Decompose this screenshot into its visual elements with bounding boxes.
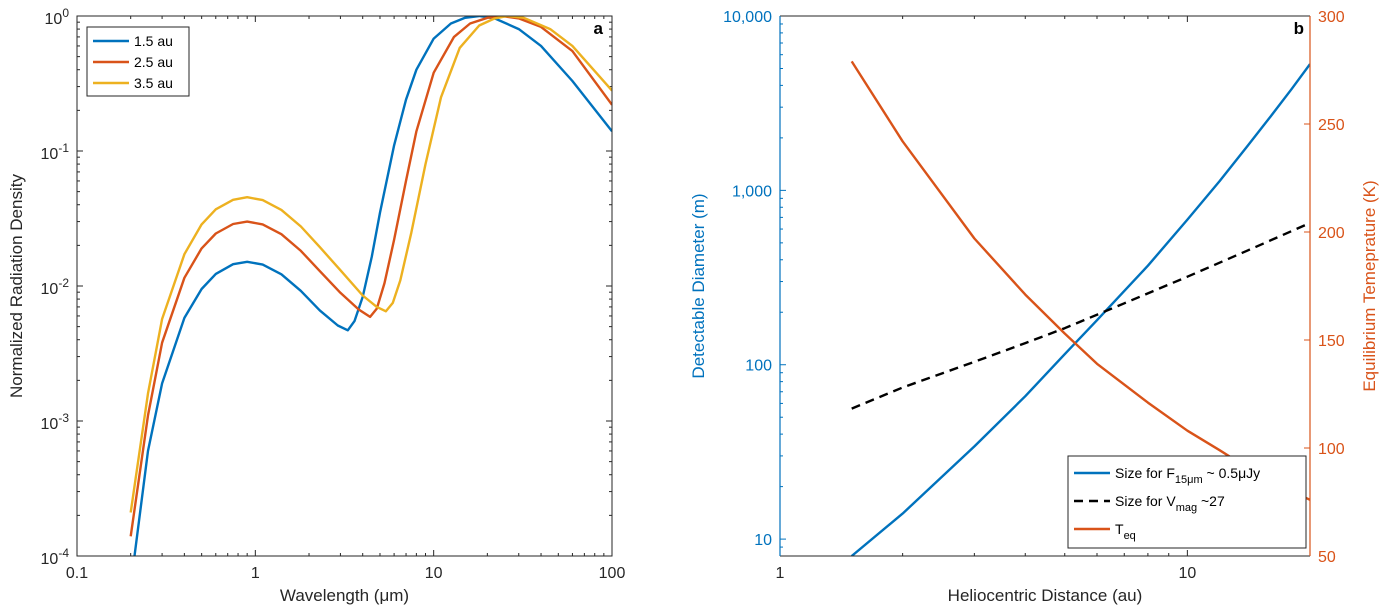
- panel-label: b: [1294, 19, 1304, 38]
- y-tick-label: 10-4: [41, 546, 70, 568]
- x-axis-title: Heliocentric Distance (au): [948, 586, 1143, 605]
- panel-a-plot-area: [77, 16, 612, 556]
- legend-label: 2.5 au: [134, 54, 173, 70]
- y2-tick-label: 250: [1318, 117, 1345, 134]
- y-axis-title: Detectable Diameter (m): [689, 193, 708, 378]
- x-tick-label: 100: [599, 565, 626, 582]
- y-tick-label: 10-3: [41, 411, 70, 433]
- y-tick-label: 10-1: [41, 141, 70, 163]
- y-tick-label: 10,000: [723, 9, 772, 26]
- panel-label: a: [594, 19, 604, 38]
- x-axis-title: Wavelength (μm): [280, 586, 409, 605]
- legend-label: Teq: [1115, 521, 1136, 542]
- x-tick-label: 10: [1178, 565, 1196, 582]
- x-tick-label: 1: [251, 565, 260, 582]
- y-tick-label: 1,000: [732, 183, 772, 200]
- x-tick-label: 10: [425, 565, 443, 582]
- y-tick-label: 100: [45, 6, 70, 28]
- y-tick-label: 10-2: [41, 276, 70, 298]
- x-tick-label: 1: [776, 565, 785, 582]
- series-line: [129, 16, 612, 513]
- y2-tick-label: 50: [1318, 549, 1336, 566]
- series-line: [851, 221, 1310, 410]
- series-line: [129, 16, 612, 537]
- y2-tick-label: 200: [1318, 225, 1345, 242]
- legend-label: Size for Vmag ~27: [1115, 493, 1225, 514]
- y-axis-title: Normalized Radiation Density: [7, 174, 26, 398]
- y2-tick-label: 300: [1318, 9, 1345, 26]
- panel-a-axes-box: [76, 15, 613, 557]
- series-line: [850, 63, 1310, 556]
- y2-tick-label: 100: [1318, 441, 1345, 458]
- legend-label: 1.5 au: [134, 33, 173, 49]
- y-tick-label: 100: [745, 358, 772, 375]
- legend-label: 3.5 au: [134, 75, 173, 91]
- y2-tick-label: 150: [1318, 333, 1345, 350]
- y2-axis-title: Equilibrium Temeprature (K): [1360, 180, 1379, 391]
- x-tick-label: 0.1: [66, 565, 88, 582]
- y-tick-label: 10: [754, 532, 772, 549]
- legend-label: Size for F15μm ~ 0.5μJy: [1115, 465, 1260, 486]
